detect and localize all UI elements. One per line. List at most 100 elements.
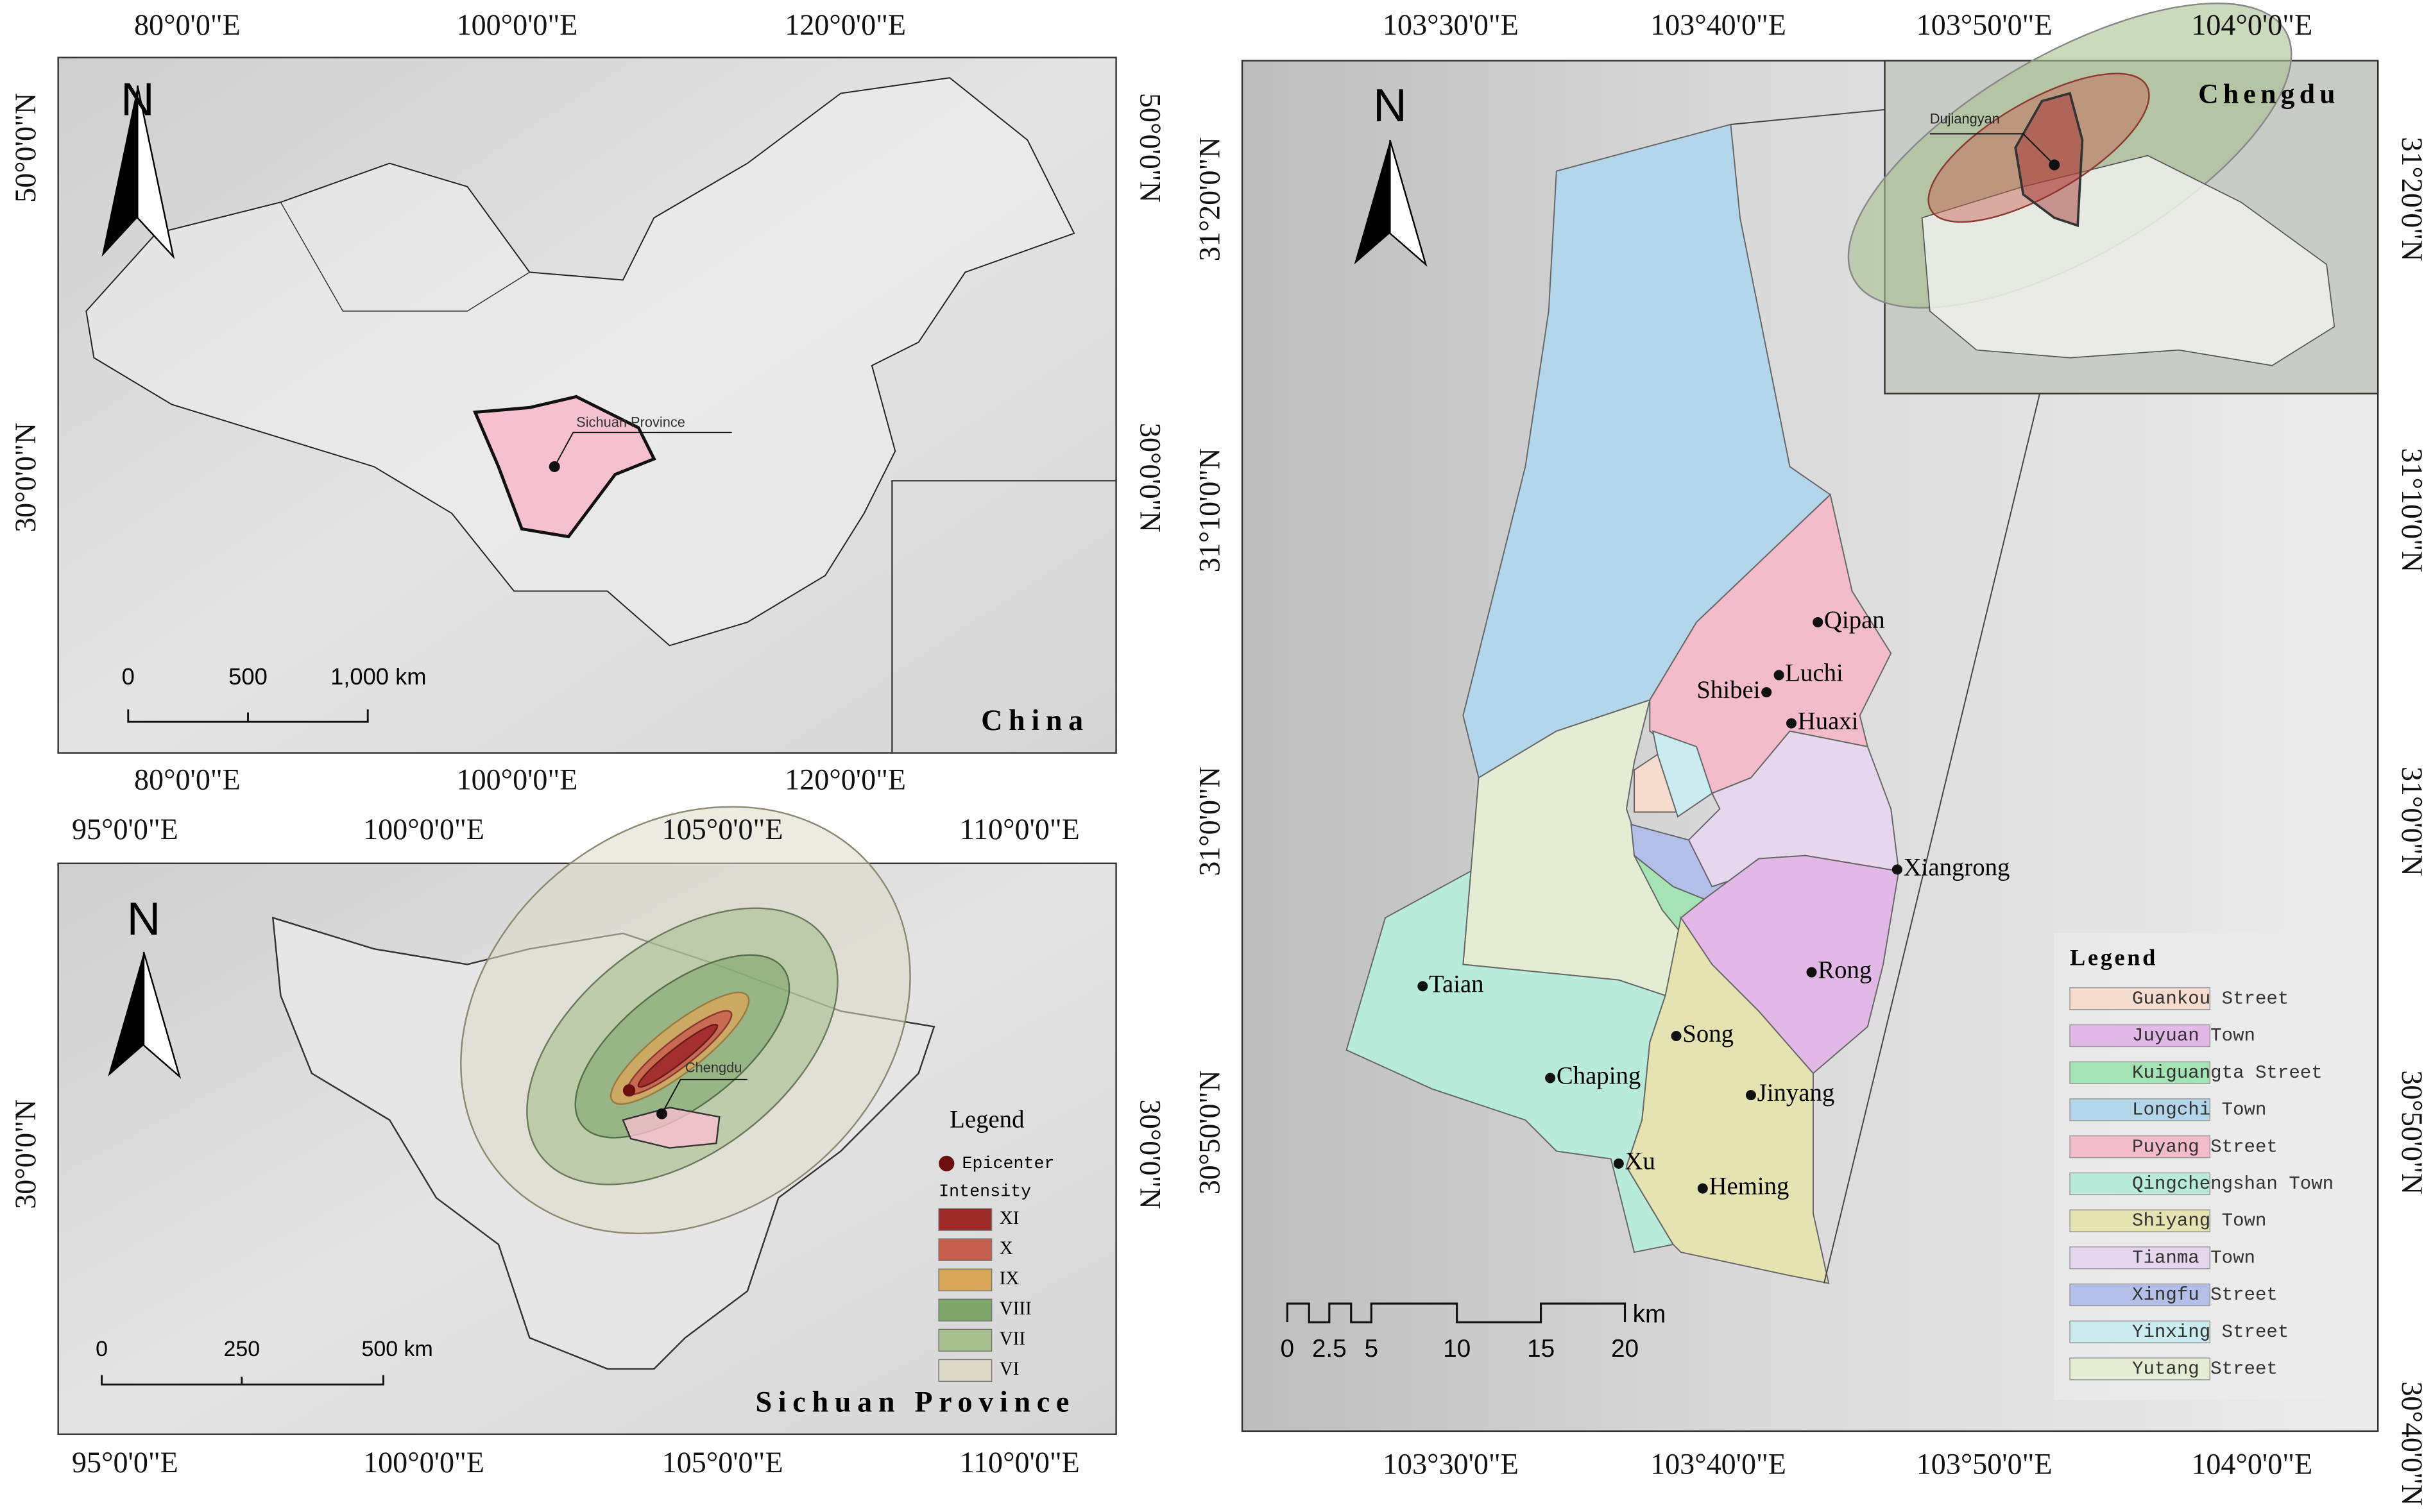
legend-swatch: [2069, 1209, 2211, 1232]
legend-swatch: [2069, 1135, 2211, 1159]
lat-label: 30°0'0"N: [1134, 1100, 1167, 1209]
labels: 80°0'0"E 80°0'0"E 100°0'0"E 100°0'0"E 120°0'…: [9, 8, 2429, 1506]
map-title: China: [981, 704, 1089, 736]
sichuan-panel: [57, 806, 1117, 1435]
north-arrow: [108, 952, 144, 1077]
place-label: Qipan: [1824, 606, 1885, 634]
dujiangyan-panel: [1241, 3, 2379, 1432]
place-marker: [1813, 616, 1823, 627]
legend-title: Legend: [950, 1105, 1024, 1133]
town: [1345, 870, 1675, 1253]
scale-label: 500 km: [362, 1337, 433, 1361]
lon-label: 103°50'0"E: [1917, 8, 2053, 41]
lat-label: 30°0'0"N: [9, 423, 42, 532]
legend-label: VIII: [1000, 1298, 1032, 1319]
legend-swatch: [938, 1329, 993, 1352]
lat-label: 30°50'0"N: [1193, 1070, 1226, 1194]
leader: [1929, 133, 2055, 166]
place-label: Chaping: [1557, 1062, 1641, 1089]
scale-label: 0: [122, 663, 135, 690]
inset-frame: [891, 480, 1117, 754]
north-arrow: [142, 951, 182, 1079]
legend-label: Shiyang Town: [2132, 1210, 2266, 1232]
north-arrow: [1354, 140, 1390, 265]
legend-marker: [939, 1155, 955, 1171]
legend-swatch: [938, 1268, 993, 1291]
leader: [661, 1078, 747, 1114]
legend-label: Guankou Street: [2132, 988, 2289, 1009]
lon-label: 110°0'0"E: [960, 1446, 1080, 1479]
lat-label: 30°0'0"N: [1134, 423, 1167, 532]
place-label: Huaxi: [1798, 707, 1859, 735]
lat-label: 30°50'0"N: [2396, 1070, 2429, 1194]
lon-label: 100°0'0"E: [363, 1446, 484, 1479]
scale-label: 1,000 km: [330, 663, 427, 690]
china-panel: [57, 56, 1117, 754]
scale-label: 250: [223, 1337, 260, 1361]
place-marker: [1545, 1073, 1556, 1083]
north-label: N: [127, 893, 161, 945]
zone: [637, 1023, 719, 1088]
legend-swatch: [938, 1238, 993, 1261]
legend-label: Kuiguangta Street: [2132, 1062, 2323, 1083]
place-marker: [1613, 1158, 1624, 1169]
scale-label: 10: [1443, 1335, 1471, 1363]
inset-zone: [1927, 72, 2150, 223]
north-arrow: [137, 85, 175, 260]
legend-label: XI: [1000, 1208, 1020, 1228]
lon-label: 80°0'0"E: [134, 763, 241, 795]
chengdu: [622, 1107, 721, 1149]
lon-label: 103°40'0"E: [1650, 8, 1786, 41]
legend-swatch: [2069, 1246, 2211, 1270]
place-label: Luchi: [1785, 659, 1843, 686]
intensity-zones: [460, 806, 911, 1235]
place-marker: [1761, 687, 1772, 698]
lon-label: 100°0'0"E: [457, 8, 578, 41]
legend-swatch: [2069, 1024, 2211, 1048]
place-marker: [1697, 1183, 1708, 1194]
epicenter: [622, 1084, 636, 1097]
lon-label: 104°0'0"E: [2191, 1447, 2312, 1480]
legend-swatch: [2069, 1320, 2211, 1343]
north-label: N: [1373, 80, 1407, 132]
scale-label: 2.5: [1312, 1335, 1347, 1363]
legend-label: Xingfu Street: [2132, 1284, 2278, 1305]
legend-label: IX: [1000, 1268, 1020, 1289]
lat-label: 31°0'0"N: [1193, 767, 1226, 876]
lon-label: 110°0'0"E: [960, 813, 1080, 845]
legend-label: X: [1000, 1238, 1013, 1259]
scale-label: 15: [1527, 1335, 1555, 1363]
place-label: Taian: [1429, 970, 1484, 998]
legend-swatch: [938, 1359, 993, 1382]
lat-label: 30°40'0"N: [2396, 1381, 2429, 1506]
china-outline: [85, 77, 1075, 647]
scale-label: 20: [1611, 1335, 1639, 1363]
scale-bar: [1286, 1302, 1626, 1323]
lat-label: 31°20'0"N: [1193, 137, 1226, 261]
lon-label: 95°0'0"E: [72, 1446, 178, 1479]
lon-label: 103°30'0"E: [1383, 1447, 1519, 1480]
chengdu-outline: [1921, 155, 2335, 366]
legend-swatch: [2069, 1283, 2211, 1307]
legend-label: Yutang Street: [2132, 1359, 2278, 1380]
lat-label: 31°10'0"N: [1193, 448, 1226, 572]
scale-bar: [127, 709, 369, 723]
legend-title: Legend: [2070, 945, 2158, 971]
lat-label: 31°0'0"N: [2396, 767, 2429, 876]
place-marker: [1773, 670, 1784, 681]
lat-label: 50°0'0"N: [9, 93, 42, 203]
town: [1652, 730, 1713, 818]
scale-label: 500: [228, 663, 268, 690]
legend-swatch: [2069, 1357, 2211, 1380]
legend-label: Juyuan Town: [2132, 1025, 2255, 1046]
legend-swatch: [2069, 1172, 2211, 1196]
towns: [1345, 123, 1900, 1284]
legend-swatch: [2069, 1061, 2211, 1084]
scale-label: 0: [96, 1337, 108, 1361]
lat-label: 30°0'0"N: [9, 1100, 42, 1209]
town: [1625, 916, 1830, 1284]
lon-label: 95°0'0"E: [72, 813, 178, 845]
lon-label: 103°30'0"E: [1383, 8, 1519, 41]
place-label: Shibei: [1696, 676, 1760, 704]
callout: Chengdu: [685, 1060, 742, 1076]
